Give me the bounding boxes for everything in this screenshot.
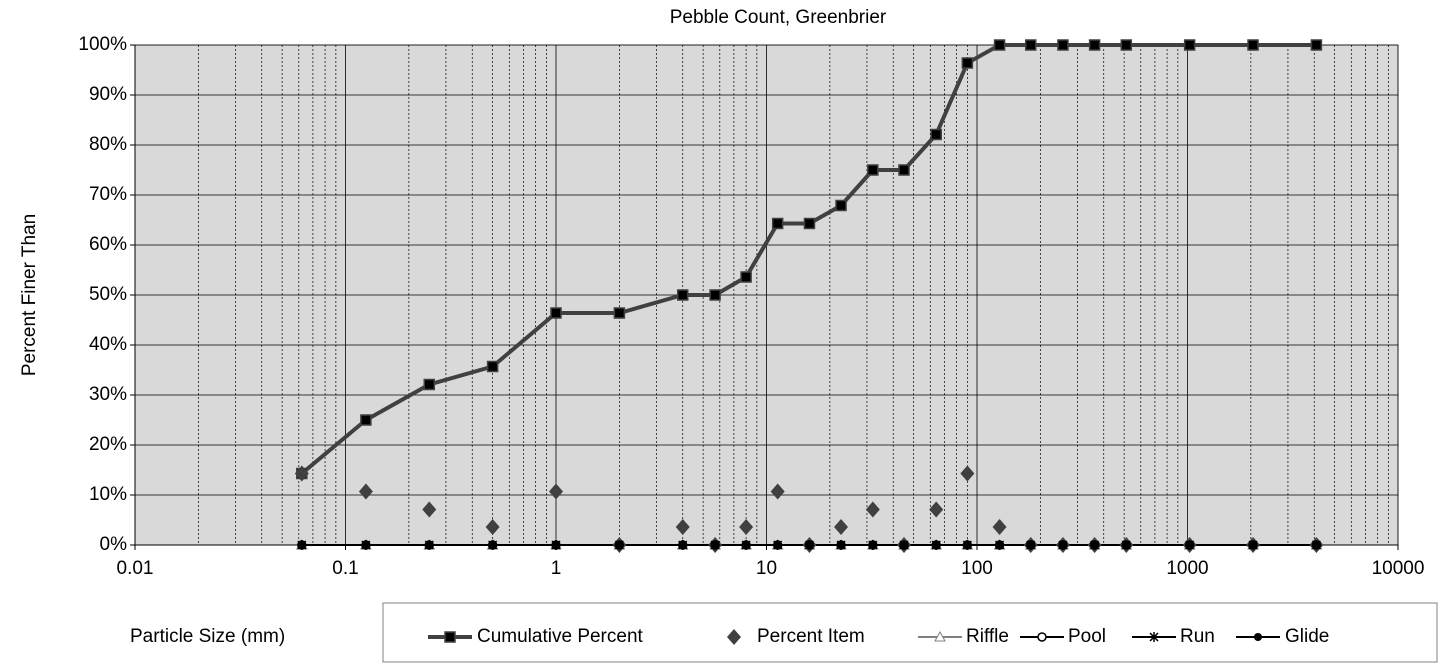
legend-label: Run bbox=[1180, 626, 1215, 647]
legend-label: Cumulative Percent bbox=[477, 626, 644, 647]
point bbox=[1310, 39, 1323, 51]
point bbox=[1122, 541, 1131, 549]
point bbox=[488, 541, 497, 549]
point bbox=[740, 271, 752, 283]
point bbox=[805, 541, 814, 549]
y-tick-label: 100% bbox=[78, 34, 127, 55]
point bbox=[739, 519, 754, 535]
x-tick-label: 10000 bbox=[1372, 558, 1425, 579]
x-tick-label: 100 bbox=[961, 558, 993, 579]
point bbox=[865, 501, 880, 518]
legend-label: Percent Item bbox=[757, 626, 865, 647]
point bbox=[867, 164, 879, 176]
x-tick-label: 1 bbox=[551, 558, 562, 579]
point bbox=[425, 541, 434, 549]
point bbox=[297, 541, 306, 549]
legend-marker bbox=[1254, 633, 1262, 641]
point bbox=[486, 360, 499, 373]
point bbox=[422, 501, 437, 518]
y-tick-label: 80% bbox=[89, 134, 127, 155]
point bbox=[1058, 541, 1067, 549]
y-tick-label: 60% bbox=[89, 234, 127, 255]
point bbox=[742, 541, 751, 549]
point bbox=[1185, 541, 1194, 549]
point bbox=[423, 378, 436, 391]
point bbox=[550, 307, 562, 319]
point bbox=[770, 483, 785, 500]
legend-marker bbox=[727, 629, 741, 645]
y-tick-label: 30% bbox=[89, 384, 127, 405]
legend bbox=[382, 602, 1438, 663]
point bbox=[993, 39, 1006, 51]
point bbox=[803, 217, 816, 230]
legend-label: Glide bbox=[1285, 626, 1329, 647]
point bbox=[1183, 39, 1196, 51]
point bbox=[834, 519, 849, 535]
point bbox=[615, 541, 624, 549]
point bbox=[709, 289, 721, 301]
point bbox=[1312, 541, 1321, 549]
x-tick-label: 0.1 bbox=[332, 558, 358, 579]
point bbox=[868, 541, 877, 549]
point bbox=[773, 541, 782, 549]
y-tick-label: 90% bbox=[89, 84, 127, 105]
y-tick-label: 70% bbox=[89, 184, 127, 205]
point bbox=[771, 217, 784, 230]
point bbox=[294, 465, 309, 482]
point bbox=[900, 541, 909, 549]
point bbox=[992, 519, 1007, 535]
point bbox=[961, 57, 974, 69]
x-tick-label: 1000 bbox=[1166, 558, 1208, 579]
point bbox=[1249, 541, 1258, 549]
point bbox=[898, 164, 910, 176]
y-tick-label: 10% bbox=[89, 484, 127, 505]
x-tick-label: 0.01 bbox=[117, 558, 154, 579]
y-tick-label: 40% bbox=[89, 334, 127, 355]
point bbox=[1120, 39, 1133, 51]
point bbox=[963, 541, 972, 549]
point bbox=[1088, 39, 1101, 51]
y-tick-label: 0% bbox=[100, 534, 128, 555]
point bbox=[552, 541, 560, 549]
point bbox=[613, 307, 626, 319]
point bbox=[995, 541, 1004, 549]
legend-label: Pool bbox=[1068, 626, 1106, 647]
y-tick-label: 50% bbox=[89, 284, 127, 305]
point bbox=[676, 289, 689, 301]
y-tick-label: 20% bbox=[89, 434, 127, 455]
point bbox=[837, 541, 846, 549]
point bbox=[360, 414, 372, 426]
legend-label: Riffle bbox=[966, 626, 1009, 647]
point bbox=[1247, 39, 1259, 51]
point bbox=[1026, 541, 1035, 549]
legend-marker bbox=[444, 631, 456, 643]
point bbox=[929, 501, 944, 518]
point bbox=[678, 541, 687, 549]
point bbox=[675, 519, 690, 535]
x-tick-label: 10 bbox=[756, 558, 777, 579]
point bbox=[930, 128, 942, 141]
chart-title: Pebble Count, Greenbrier bbox=[670, 7, 887, 28]
legend-marker bbox=[1149, 632, 1159, 642]
point bbox=[361, 541, 370, 549]
y-axis-title: Percent Finer Than bbox=[19, 214, 40, 376]
point bbox=[1024, 39, 1037, 51]
point bbox=[711, 541, 720, 549]
point bbox=[358, 483, 373, 500]
legend-marker bbox=[934, 630, 946, 642]
point bbox=[960, 465, 975, 482]
point bbox=[932, 541, 941, 549]
point bbox=[1090, 541, 1099, 549]
point bbox=[835, 199, 847, 212]
point bbox=[485, 519, 500, 535]
point bbox=[1057, 39, 1069, 51]
point bbox=[549, 483, 563, 500]
x-axis-title: Particle Size (mm) bbox=[130, 626, 285, 647]
legend-marker bbox=[1037, 632, 1047, 642]
